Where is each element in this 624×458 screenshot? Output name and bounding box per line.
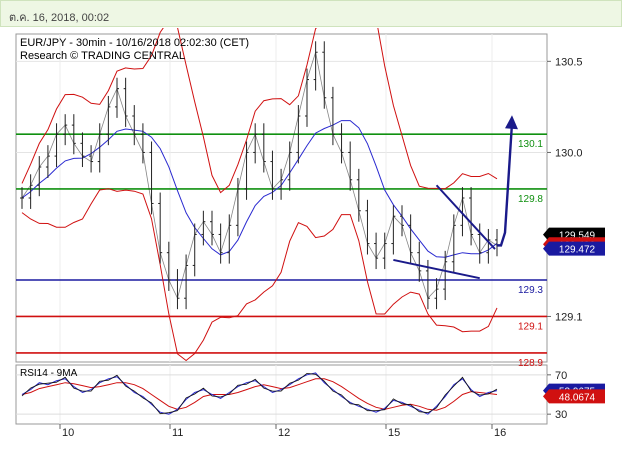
level-label: 129.3 bbox=[518, 285, 543, 296]
price-flag-shape bbox=[543, 241, 605, 256]
bollinger-lower bbox=[21, 188, 498, 362]
y-tick-label: 130.0 bbox=[555, 147, 583, 159]
rsi-line bbox=[21, 372, 498, 415]
rsi-flag-shape bbox=[543, 389, 605, 404]
chart-subtitle: Research © TRADING CENTRAL bbox=[20, 50, 185, 62]
level-label: 130.1 bbox=[518, 139, 543, 150]
chart-title: EUR/JPY - 30min - 10/16/2018 02:02:30 (C… bbox=[20, 37, 249, 49]
triangle-upper-line bbox=[435, 184, 496, 250]
forecast-arrow-head bbox=[505, 115, 518, 130]
level-label: 129.8 bbox=[518, 194, 543, 205]
price-flag-label: 129.549 bbox=[559, 231, 596, 242]
price-line bbox=[21, 52, 498, 300]
rsi-flag: 48.0674 bbox=[543, 389, 605, 404]
rsi-panel bbox=[15, 364, 548, 425]
x-tick-label: 16 bbox=[494, 427, 506, 439]
rsi-ma-line bbox=[21, 378, 498, 411]
x-tick-label: 12 bbox=[278, 427, 290, 439]
moving-average bbox=[21, 120, 498, 258]
rsi-tick-label: 70 bbox=[555, 370, 567, 382]
x-tick-label: 10 bbox=[62, 427, 74, 439]
level-label: 129.1 bbox=[518, 321, 543, 332]
price-flag-label: 129.472 bbox=[559, 245, 596, 256]
rsi-tick-label: 30 bbox=[555, 409, 567, 421]
x-tick-label: 15 bbox=[388, 427, 400, 439]
price-flag: 129.472 bbox=[543, 241, 605, 256]
bollinger-upper bbox=[21, 28, 498, 194]
forecast-arrow-line bbox=[497, 123, 514, 247]
chart-timestamp: ต.ค. 16, 2018, 00:02 bbox=[0, 0, 622, 27]
level-label: 128.9 bbox=[518, 358, 543, 369]
eurjpy-chart: 130.1 129.8 129.3 129.1 128.9 130.5 130.0 129.… bbox=[15, 28, 605, 439]
y-tick-label: 129.1 bbox=[555, 311, 583, 323]
triangle-lower-line bbox=[393, 258, 480, 280]
rsi-flag-label: 48.0674 bbox=[559, 392, 596, 403]
x-tick-label: 11 bbox=[172, 427, 183, 439]
rsi-label: RSI14 - 9MA bbox=[20, 368, 78, 379]
y-tick-label: 130.5 bbox=[555, 56, 583, 68]
